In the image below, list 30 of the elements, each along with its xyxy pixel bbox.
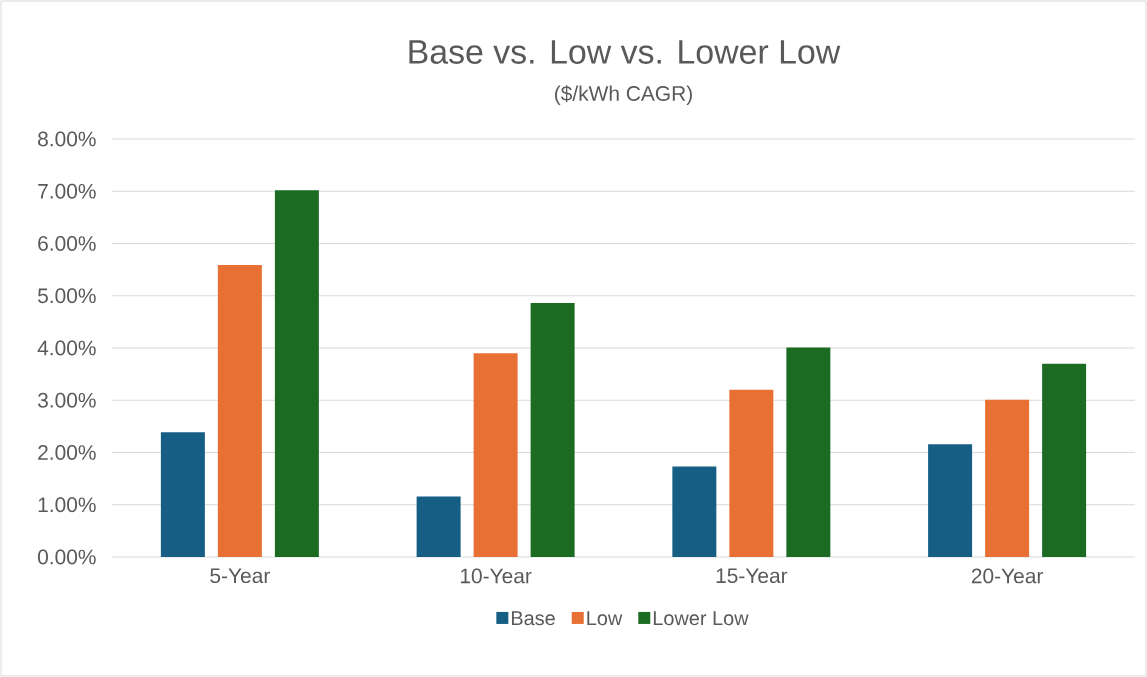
- chart-subtitle: ($/kWh CAGR): [555, 85, 692, 106]
- y-tick-label: 3.00%: [37, 392, 96, 408]
- legend-label: Low: [587, 611, 623, 626]
- y-tick-label: 0.00%: [37, 549, 96, 565]
- y-tick-label: 6.00%: [38, 236, 96, 251]
- bar: [473, 353, 518, 557]
- y-tick-label: 5.00%: [38, 288, 96, 304]
- y-tick-label: 7.00%: [38, 183, 96, 199]
- bar: [786, 347, 831, 557]
- x-tick-label: 15-Year: [716, 568, 788, 584]
- bar: [530, 303, 575, 557]
- bar: [985, 399, 1030, 557]
- bar: [729, 389, 774, 557]
- x-tick-label: 20-Year: [971, 568, 1044, 584]
- legend-label: Base: [511, 611, 555, 626]
- y-tick-label: 4.00%: [37, 340, 96, 356]
- chart-title: Base vs. Low vs. Lower Low: [409, 40, 841, 64]
- y-tick-label: 2.00%: [38, 445, 96, 460]
- bar: [928, 444, 973, 557]
- legend-label: Lower Low: [653, 611, 749, 626]
- bar: [274, 190, 319, 557]
- bar: [1042, 363, 1087, 557]
- bar: [160, 432, 205, 557]
- x-tick-label: 10-Year: [460, 568, 532, 584]
- y-tick-label: 8.00%: [38, 131, 96, 147]
- bar: [416, 496, 461, 557]
- y-tick-label: 1.00%: [38, 497, 96, 513]
- bar: [672, 466, 717, 557]
- x-tick-label: 5-Year: [210, 568, 270, 584]
- bar: [217, 264, 262, 557]
